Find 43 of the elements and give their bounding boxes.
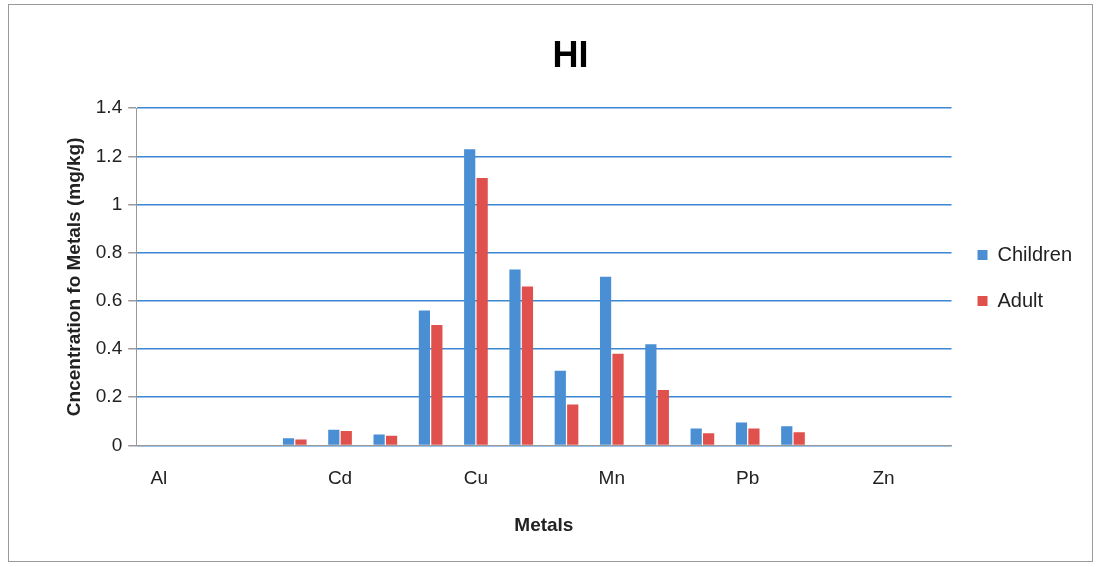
bar	[418, 310, 431, 445]
y-tick-label: 0.8	[95, 240, 123, 262]
bar	[431, 324, 443, 445]
bar	[690, 428, 702, 445]
bar	[476, 178, 488, 445]
bar	[748, 428, 760, 445]
legend-label: Children	[997, 242, 1072, 265]
bar	[521, 286, 534, 445]
legend-label: Adult	[997, 288, 1044, 311]
bar	[385, 435, 398, 445]
x-tick-label: Mn	[598, 467, 626, 489]
x-tick-label: Zn	[872, 467, 895, 489]
bar	[282, 438, 295, 445]
bar	[295, 439, 307, 445]
bar	[340, 430, 352, 445]
x-tick-label: Cu	[463, 467, 489, 489]
bar	[793, 432, 805, 445]
y-tick-label: 0.6	[95, 289, 123, 311]
bar	[735, 422, 748, 445]
bar	[567, 404, 579, 445]
bar	[703, 433, 715, 445]
y-tick-label: 0.4	[95, 337, 123, 359]
bar	[657, 390, 669, 445]
chart-title: HI	[552, 33, 589, 75]
x-axis-title: Metals	[514, 513, 574, 535]
y-tick-label: 1	[111, 192, 123, 214]
x-tick-label: Pb	[736, 467, 760, 489]
bar	[509, 269, 521, 445]
bar	[645, 344, 657, 445]
x-tick-label: Al	[150, 467, 168, 489]
y-tick-label: 1.4	[95, 96, 123, 118]
x-tick-label: Cd	[327, 467, 353, 489]
bar	[464, 149, 476, 445]
bar	[373, 434, 385, 445]
bar	[599, 276, 612, 445]
bar	[612, 353, 624, 445]
bar	[554, 370, 566, 445]
y-tick-label: 0.2	[95, 385, 123, 407]
bar	[781, 426, 793, 445]
y-tick-label: 0	[111, 433, 123, 455]
bar	[328, 429, 340, 445]
y-axis-title: Cncentration fo Metals (mg/kg)	[62, 137, 84, 417]
y-tick-label: 1.2	[95, 144, 123, 166]
